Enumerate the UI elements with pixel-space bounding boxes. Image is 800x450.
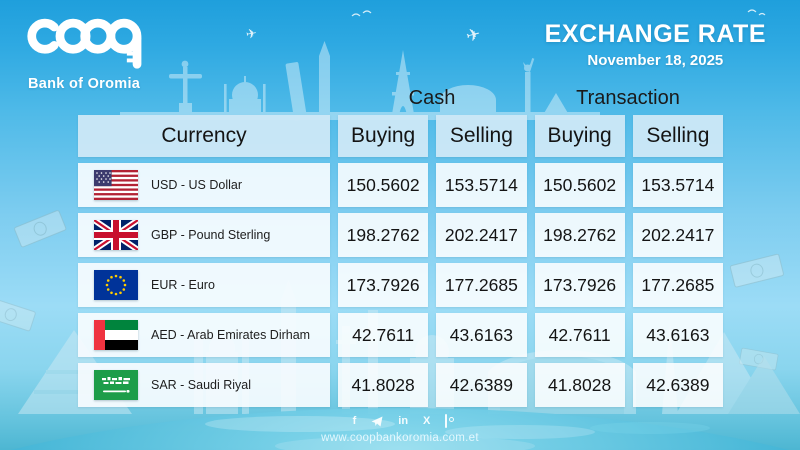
- sar-flag-icon: [94, 370, 138, 400]
- rate-eur-cash-selling: 177.2685: [436, 263, 527, 307]
- column-header-currency: Currency: [78, 115, 330, 157]
- rate-sar-txn-selling: 42.6389: [632, 363, 723, 407]
- usd-flag-icon: [94, 170, 138, 200]
- rate-aed-txn-selling: 43.6163: [632, 313, 723, 357]
- coop-logo-icon: [27, 18, 142, 69]
- website-url[interactable]: www.coopbankoromia.com.et: [321, 432, 479, 444]
- column-header-cash-buying: Buying: [338, 115, 429, 157]
- title-block: EXCHANGE RATE November 18, 2025: [545, 20, 766, 69]
- currency-label: EUR - Euro: [151, 278, 215, 292]
- currency-cell-aed: AED - Arab Emirates Dirham: [78, 313, 330, 357]
- currency-cell-eur: EUR - Euro: [78, 263, 330, 307]
- plane-icon: ✈ ✈: [245, 24, 483, 46]
- currency-cell-gbp: GBP - Pound Sterling: [78, 213, 330, 257]
- rate-usd-cash-buying: 150.5602: [338, 163, 429, 207]
- telegram-icon[interactable]: [371, 416, 383, 427]
- column-header-txn-selling: Selling: [632, 115, 723, 157]
- aed-flag-icon: [94, 320, 138, 350]
- currency-label: AED - Arab Emirates Dirham: [151, 328, 311, 342]
- svg-text:✈: ✈: [464, 24, 482, 46]
- column-header-txn-buying: Buying: [534, 115, 625, 157]
- rate-gbp-txn-buying: 198.2762: [534, 213, 625, 257]
- group-header-transaction: Transaction: [576, 87, 680, 109]
- eur-flag-icon: [94, 270, 138, 300]
- currency-label: GBP - Pound Sterling: [151, 228, 271, 242]
- rate-sar-txn-buying: 41.8028: [534, 363, 625, 407]
- currency-cell-sar: SAR - Saudi Riyal: [78, 363, 330, 407]
- rate-aed-cash-selling: 43.6163: [436, 313, 527, 357]
- currency-cell-usd: USD - US Dollar: [78, 163, 330, 207]
- rate-gbp-txn-selling: 202.2417: [632, 213, 723, 257]
- instagram-icon[interactable]: [445, 413, 448, 428]
- rate-aed-txn-buying: 42.7611: [534, 313, 625, 357]
- coop-bank-logo: Bank of Oromia: [26, 14, 176, 92]
- rate-sar-cash-selling: 42.6389: [436, 363, 527, 407]
- social-icons-row: f in X: [0, 413, 800, 428]
- rate-eur-txn-buying: 173.7926: [534, 263, 625, 307]
- rate-sar-cash-buying: 41.8028: [338, 363, 429, 407]
- rate-eur-txn-selling: 177.2685: [632, 263, 723, 307]
- group-header-row: Cash Transaction: [78, 87, 723, 113]
- rate-date: November 18, 2025: [587, 52, 724, 69]
- svg-text:✈: ✈: [245, 25, 258, 42]
- rate-aed-cash-buying: 42.7611: [338, 313, 429, 357]
- rate-usd-cash-selling: 153.5714: [436, 163, 527, 207]
- x-icon[interactable]: X: [423, 414, 431, 427]
- group-header-cash: Cash: [408, 87, 456, 109]
- birds-icon: [351, 9, 766, 17]
- gbp-flag-icon: [94, 220, 138, 250]
- rate-usd-txn-buying: 150.5602: [534, 163, 625, 207]
- rate-gbp-cash-buying: 198.2762: [338, 213, 429, 257]
- currency-label: USD - US Dollar: [151, 178, 242, 192]
- footer: f in X www.coopbankoromia.com.et: [0, 413, 800, 444]
- logo-subtext: Bank of Oromia: [28, 76, 141, 92]
- rate-usd-txn-selling: 153.5714: [632, 163, 723, 207]
- currency-label: SAR - Saudi Riyal: [151, 378, 252, 392]
- linkedin-icon[interactable]: in: [398, 414, 409, 427]
- page-title: EXCHANGE RATE: [544, 20, 766, 48]
- column-header-cash-selling: Selling: [436, 115, 527, 157]
- rate-gbp-cash-selling: 202.2417: [436, 213, 527, 257]
- exchange-rate-table: Currency Buying Selling Buying Selling U…: [78, 115, 723, 407]
- rate-eur-cash-buying: 173.7926: [338, 263, 429, 307]
- facebook-icon[interactable]: f: [352, 414, 357, 427]
